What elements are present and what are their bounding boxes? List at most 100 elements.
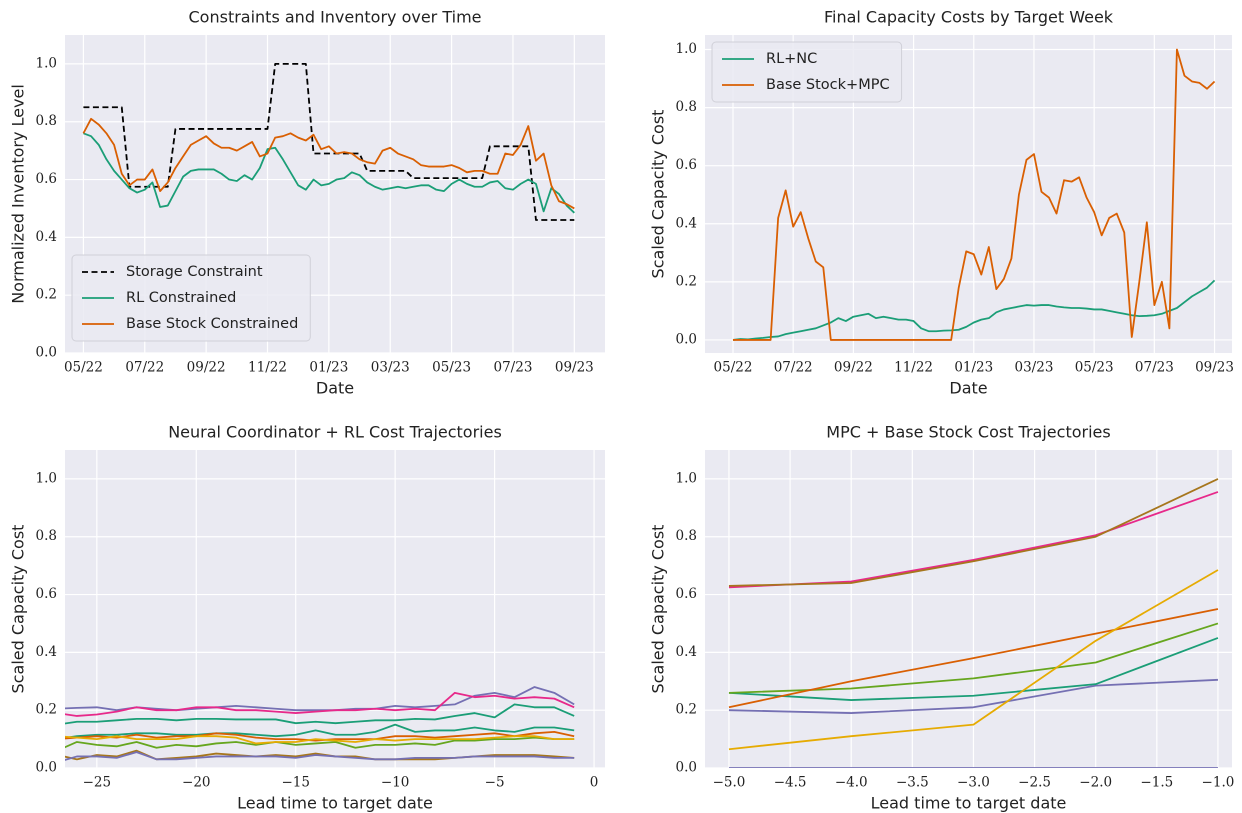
y-tick-label: 0.4 [676,644,697,660]
series-line [65,751,575,761]
x-tick-label: −1.0 [1202,775,1235,791]
x-axis-label: Lead time to target date [237,794,433,813]
series-line [65,691,575,717]
y-tick-label: 1.0 [36,55,57,71]
x-tick-label: 09/23 [1195,360,1234,376]
subplot: 0.0 0.2 0.4 0.6 0.8 1.0 −25 −20 −15 −10 −5 0 Neural … [9,423,605,813]
x-tick-label: −2.0 [1079,775,1112,791]
x-tick-label: −3.0 [957,775,990,791]
series-group [82,63,575,221]
y-axis-label: Scaled Capacity Cost [649,525,668,694]
x-tick-label: 0 [590,775,599,791]
chart-title: Final Capacity Costs by Target Week [824,8,1114,27]
x-tick-label: 07/22 [774,360,813,376]
y-tick-label: 0.0 [676,331,697,347]
y-tick-label: 0.2 [36,702,57,718]
x-tick-label: −10 [381,775,410,791]
series-line [65,703,575,725]
series-group [728,478,1219,768]
y-tick-label: 0.2 [676,273,697,289]
x-tick-label: 01/23 [954,360,993,376]
y-tick-label: 0.8 [36,528,57,544]
x-tick-label: 07/23 [494,360,533,376]
x-tick-label: 09/22 [187,360,226,376]
x-tick-label: 05/23 [1075,360,1114,376]
series-line [83,132,575,214]
x-tick-label: 11/22 [894,360,933,376]
y-tick-label: 0.6 [36,171,57,187]
legend-box [71,254,311,342]
series-line [82,117,575,210]
x-tick-label: −20 [182,775,211,791]
plot-area [65,450,605,768]
subplot: 0.0 0.2 0.4 0.6 0.8 1.0 05/22 07/22 09/22 11/22 01… [9,8,605,398]
y-tick-label: 1.0 [676,470,697,486]
y-tick-label: 0.2 [36,287,57,303]
y-axis-label: Scaled Capacity Cost [9,525,28,694]
x-tick-label: 09/23 [555,360,594,376]
chart-title: Neural Coordinator + RL Cost Trajectorie… [168,423,502,442]
x-axis-label: Date [949,379,987,398]
y-tick-label: 0.8 [36,113,57,129]
y-tick-label: 1.0 [676,41,697,57]
series-line [65,736,575,749]
x-tick-label: −3.5 [896,775,929,791]
x-axis-label: Lead time to target date [871,794,1067,813]
y-tick-label: 0.8 [676,99,697,115]
x-tick-label: −5.0 [713,775,746,791]
y-tick-label: 0.6 [676,157,697,173]
y-tick-label: 0.4 [36,229,57,245]
subplot: 0.0 0.2 0.4 0.6 0.8 1.0 −5.0 −4.5 −4.0 −3.5 −3.0 −2… [649,423,1235,813]
x-tick-label: 03/23 [1015,360,1054,376]
x-tick-label: 05/23 [432,360,471,376]
y-tick-label: 0.0 [676,760,697,776]
y-tick-label: 0.8 [676,528,697,544]
series-line [728,637,1219,701]
chart-title: Constraints and Inventory over Time [189,8,482,27]
legend-label: Base Stock Constrained [126,316,298,332]
y-axis-label: Normalized Inventory Level [9,84,28,304]
series-group [732,48,1216,341]
series-line [728,608,1219,709]
x-tick-label: 07/22 [125,360,164,376]
y-tick-label: 0.0 [36,760,57,776]
y-tick-label: 0.2 [676,702,697,718]
legend-label: RL+NC [766,51,817,67]
y-tick-label: 0.6 [36,586,57,602]
chart-title: MPC + Base Stock Cost Trajectories [826,423,1110,442]
x-tick-label: 07/23 [1135,360,1174,376]
x-tick-label: 03/23 [371,360,410,376]
series-line [728,478,1219,587]
series-line [65,723,575,739]
series-line [732,48,1216,341]
y-axis-label: Scaled Capacity Cost [649,110,668,279]
legend-label: RL Constrained [126,290,236,306]
x-tick-label: 09/22 [834,360,873,376]
series-line [65,735,575,745]
y-tick-label: 0.4 [676,215,697,231]
series-line [83,63,575,221]
series-line [65,749,575,761]
x-tick-label: −1.5 [1140,775,1173,791]
plot-area [705,450,1232,768]
x-tick-label: 05/22 [64,360,103,376]
x-tick-label: −4.0 [835,775,868,791]
y-tick-label: 0.6 [676,586,697,602]
x-axis-label: Date [316,379,354,398]
legend-label: Base Stock+MPC [766,77,890,93]
x-tick-label: −15 [281,775,310,791]
x-tick-label: −2.5 [1018,775,1051,791]
series-line [728,569,1219,751]
y-tick-label: 1.0 [36,470,57,486]
series-group [65,686,575,761]
x-tick-label: −25 [83,775,112,791]
y-tick-label: 0.0 [36,345,57,361]
x-tick-label: 11/22 [248,360,287,376]
x-tick-label: −4.5 [774,775,807,791]
y-tick-label: 0.4 [36,644,57,660]
series-line [728,678,1218,714]
legend-label: Storage Constraint [126,264,263,280]
subplot: 0.0 0.2 0.4 0.6 0.8 1.0 05/22 07/22 09/22 11/22 01… [649,8,1234,398]
